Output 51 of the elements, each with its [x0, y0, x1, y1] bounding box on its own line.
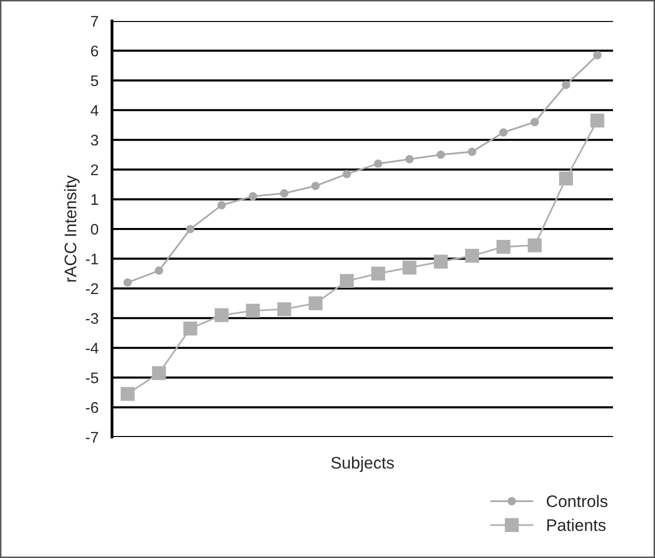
point — [183, 322, 198, 336]
point — [374, 159, 382, 168]
point — [217, 201, 226, 210]
point — [186, 224, 194, 234]
point — [499, 128, 508, 137]
point — [248, 192, 258, 200]
point — [528, 238, 542, 252]
point — [246, 304, 260, 318]
point — [154, 266, 164, 275]
y-tick-label: 1 — [91, 194, 98, 205]
x-axis-title: Subjects — [331, 456, 394, 472]
y-tick-label: 2 — [91, 164, 98, 176]
point — [214, 308, 229, 322]
y-tick-label: 0 — [90, 224, 98, 235]
y-tick-label: -2 — [86, 283, 98, 294]
point — [311, 182, 320, 190]
y-tick-label: 4 — [90, 105, 98, 116]
y-tick-label: -7 — [86, 432, 98, 443]
legend-label: Patients — [547, 518, 606, 532]
point — [496, 240, 510, 254]
point — [593, 51, 602, 60]
point — [530, 118, 539, 126]
point — [342, 170, 352, 178]
point — [562, 80, 570, 90]
point — [340, 274, 354, 288]
point — [152, 366, 166, 380]
y-tick-label: 6 — [91, 46, 98, 56]
point — [434, 254, 448, 269]
point — [277, 302, 292, 316]
point — [405, 155, 414, 164]
point — [559, 172, 573, 186]
legend-label: Controls — [546, 494, 608, 508]
y-tick-label: 5 — [90, 75, 98, 86]
y-tick-label: 7 — [91, 16, 98, 27]
point — [468, 148, 476, 156]
y-tick-label: -1 — [86, 254, 98, 264]
y-tick-label: -3 — [86, 313, 98, 324]
point — [371, 266, 386, 281]
y-axis-title: rACC Intensity — [64, 175, 80, 282]
point — [123, 278, 132, 287]
y-tick-label: -5 — [86, 372, 98, 384]
point — [120, 386, 135, 401]
point — [465, 248, 480, 263]
point — [436, 150, 445, 159]
point — [402, 260, 416, 275]
y-tick-label: -6 — [86, 402, 98, 413]
y-tick-label: -4 — [86, 342, 98, 354]
point — [280, 189, 288, 198]
point — [308, 296, 322, 310]
point — [590, 114, 604, 128]
y-tick-label: 3 — [90, 134, 98, 146]
